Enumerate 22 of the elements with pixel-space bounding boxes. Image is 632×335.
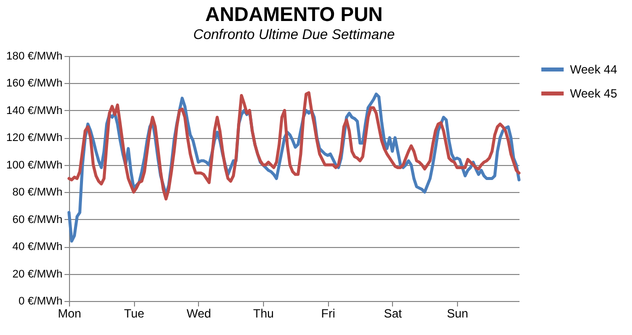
y-tick-label: 160 €/MWh	[6, 78, 62, 90]
y-tick-label: 20 €/MWh	[12, 268, 62, 280]
chart-title: ANDAMENTO PUN	[205, 4, 383, 26]
y-tick-label: 60 €/MWh	[12, 214, 62, 226]
x-tick-label: Fri	[321, 306, 336, 320]
x-tick-label: Sun	[446, 306, 468, 320]
x-tick-label: Wed	[186, 306, 212, 320]
line-series	[68, 91, 520, 200]
y-tick-label: 80 €/MWh	[12, 186, 62, 199]
y-tick-label: 180 €/MWh	[6, 50, 62, 62]
y-tick-label: 140 €/MWh	[6, 104, 62, 117]
y-tick-label: 40 €/MWh	[12, 241, 62, 254]
legend-label: Week 45	[570, 86, 618, 100]
x-tick-label: Thu	[253, 306, 274, 320]
legend-label: Week 44	[570, 62, 618, 76]
x-tick-label: Tue	[124, 306, 145, 320]
chart-subtitle: Confronto Ultime Due Settimane	[193, 26, 395, 42]
x-tick-label: Sat	[384, 306, 403, 320]
y-tick-label: 120 €/MWh	[6, 132, 62, 144]
x-tick-label: Mon	[58, 306, 82, 320]
y-tick-label: 0 €/MWh	[18, 296, 62, 308]
y-tick-label: 100 €/MWh	[6, 159, 62, 172]
